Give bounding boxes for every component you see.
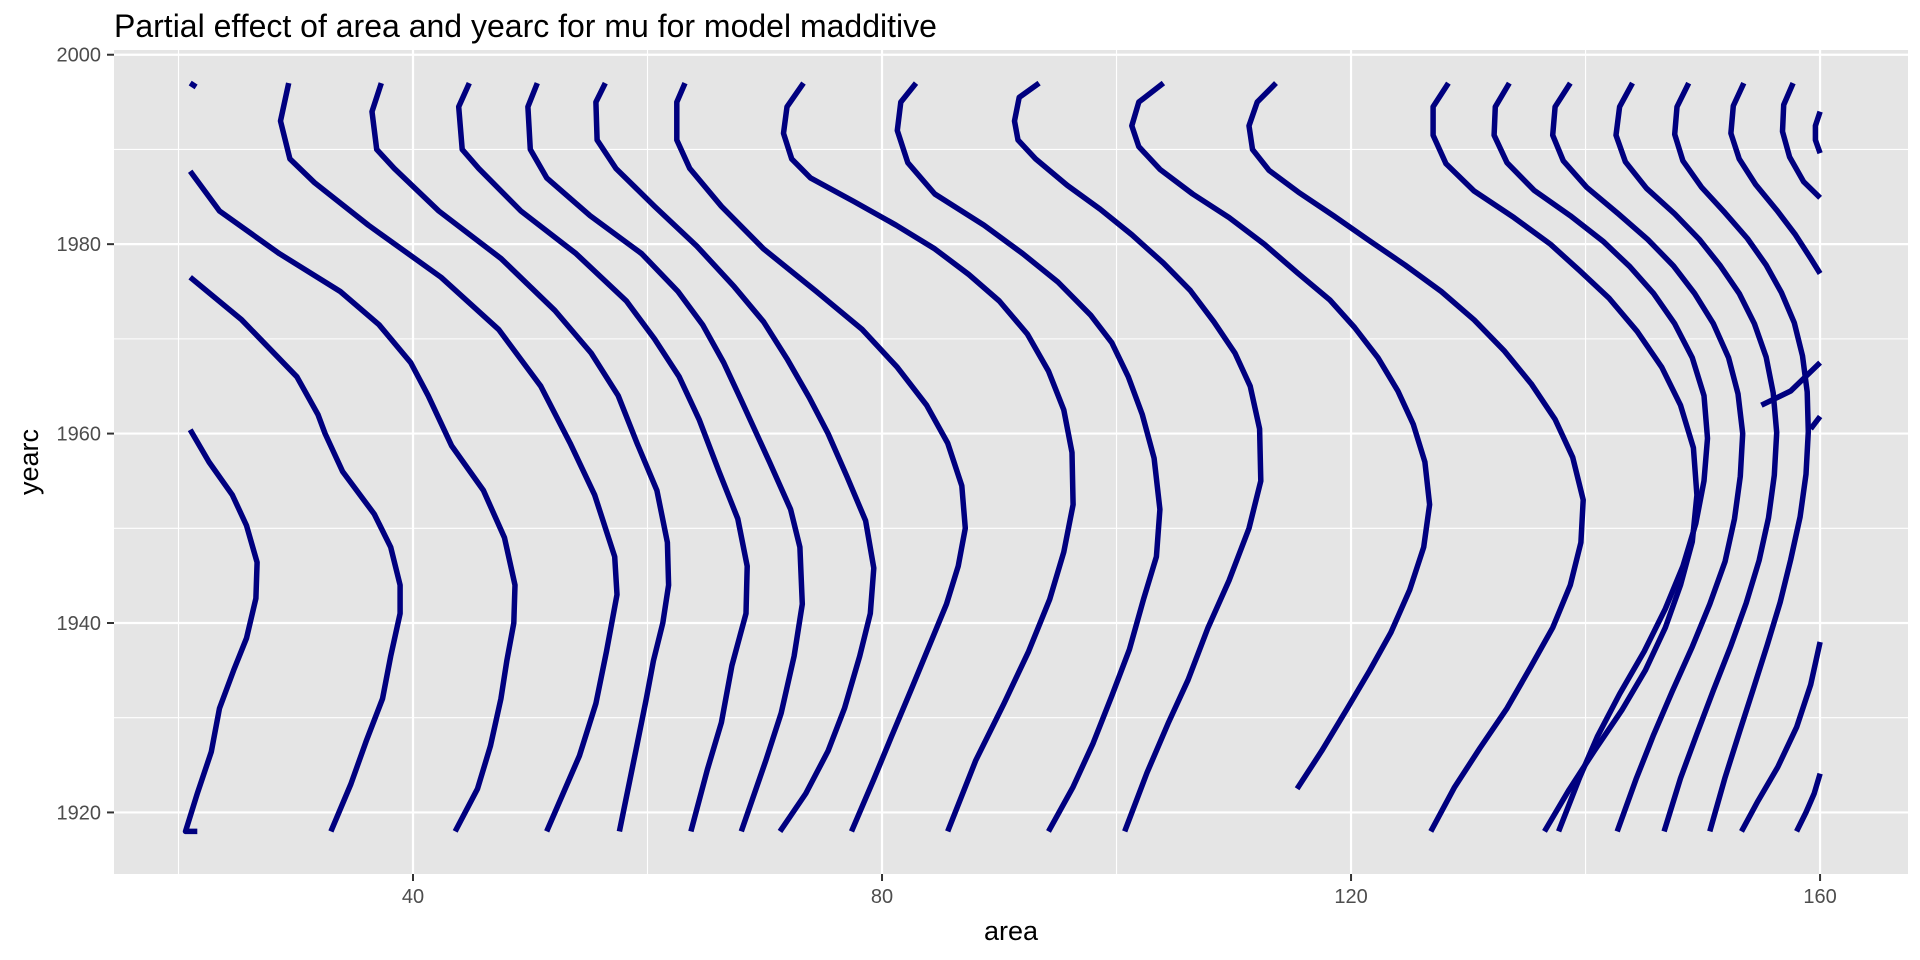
contour-line xyxy=(369,82,672,832)
contour-line xyxy=(187,169,518,833)
contour-line xyxy=(1613,81,1780,833)
x-axis: 40 80 120 160 xyxy=(402,874,1837,908)
contour-line xyxy=(674,82,969,833)
contour-line xyxy=(188,80,198,90)
contour-line xyxy=(1728,81,1823,275)
contour-line xyxy=(1129,80,1433,791)
contour-line xyxy=(780,81,1076,833)
contour-line xyxy=(1011,80,1264,833)
contour-line xyxy=(1739,641,1823,833)
contour-line xyxy=(182,428,260,835)
y-tick-label: 1920 xyxy=(57,802,102,824)
x-axis-title: area xyxy=(984,916,1039,946)
x-tick-label: 120 xyxy=(1334,886,1367,908)
y-axis-title: yearc xyxy=(14,429,44,495)
y-tick-label: 2000 xyxy=(57,45,102,67)
contour-line xyxy=(1491,81,1711,833)
contour-line xyxy=(455,81,750,833)
contour-line xyxy=(1430,81,1700,833)
contour-line xyxy=(1794,772,1823,833)
y-tick-label: 1980 xyxy=(57,234,102,256)
contour-line xyxy=(1549,81,1746,833)
y-axis: 1920 1940 1960 1980 2000 xyxy=(57,45,114,824)
contour-line xyxy=(1779,82,1823,200)
contour-line xyxy=(1808,414,1823,431)
contour-line xyxy=(1246,81,1586,833)
contour-lines xyxy=(182,80,1823,835)
y-tick-label: 1960 xyxy=(57,424,102,446)
contour-line xyxy=(1812,110,1823,155)
contour-line xyxy=(1760,360,1823,408)
contour-line xyxy=(277,82,620,833)
contour-line xyxy=(188,275,403,833)
x-tick-label: 160 xyxy=(1803,886,1836,908)
plot-panel xyxy=(114,50,1908,874)
contour-line xyxy=(525,82,806,833)
contour-line xyxy=(593,81,877,833)
contour-line xyxy=(894,81,1163,833)
y-tick-label: 1940 xyxy=(57,613,102,635)
x-tick-label: 40 xyxy=(402,886,424,908)
x-tick-label: 80 xyxy=(871,886,893,908)
chart-title: Partial effect of area and yearc for mu … xyxy=(114,8,937,44)
